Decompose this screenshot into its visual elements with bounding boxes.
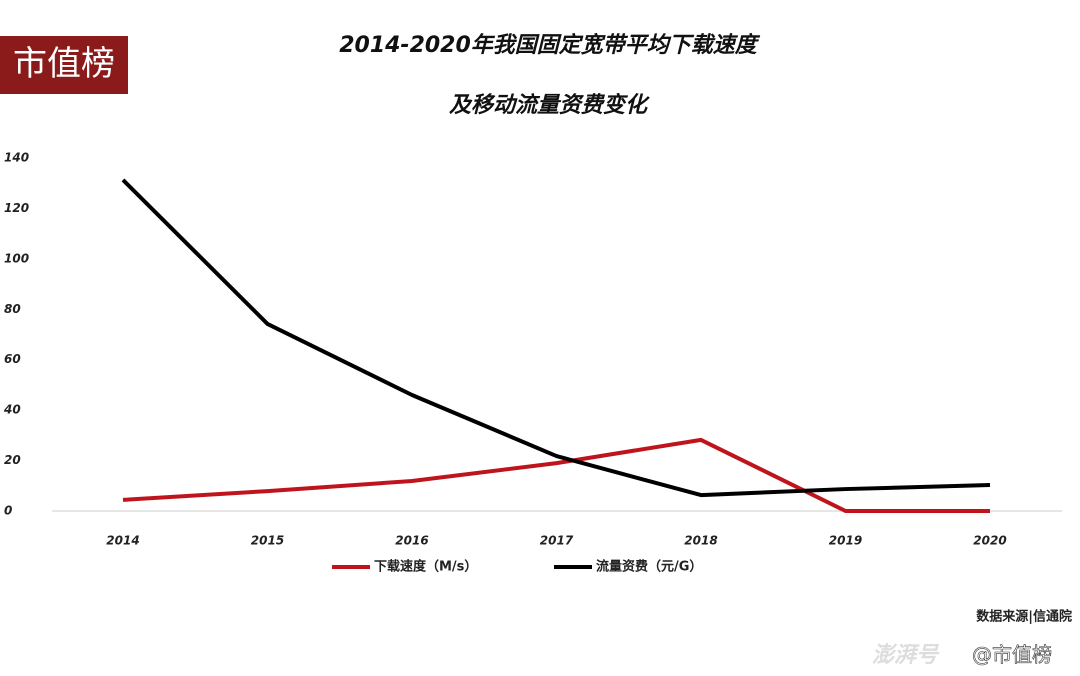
y-tick-label: 80 [4, 302, 21, 316]
chart-title: 及移动流量资费变化 [449, 92, 650, 118]
x-tick-label: 2018 [684, 534, 717, 548]
y-tick-label: 60 [4, 352, 21, 366]
legend-label: 下载速度（M/s） [374, 559, 477, 575]
y-tick-label: 140 [4, 151, 29, 165]
legend-label: 流量资费（元/G） [596, 559, 702, 575]
x-tick-label: 2019 [829, 534, 862, 548]
watermark: 澎湃号 [872, 643, 940, 668]
series-line [122, 437, 990, 513]
y-tick-label: 20 [4, 453, 21, 467]
watermark: @市值榜 [972, 643, 1052, 667]
x-tick-label: 2016 [395, 534, 428, 548]
y-tick-label: 40 [3, 403, 21, 417]
x-tick-label: 2017 [540, 534, 574, 548]
y-tick-label: 100 [4, 251, 29, 265]
x-tick-label: 2014 [106, 534, 139, 548]
y-tick-label: 120 [4, 201, 29, 215]
source: 数据来源|信通院 [976, 609, 1072, 625]
chart-title: 2014-2020年我国固定宽带平均下载速度 [339, 32, 761, 58]
x-tick-label: 2015 [251, 534, 284, 548]
logo-box [0, 36, 128, 94]
x-tick-label: 2020 [973, 534, 1006, 548]
y-tick-label: 0 [4, 504, 12, 518]
logo: 市值榜 [13, 44, 115, 84]
series-line [121, 178, 991, 498]
